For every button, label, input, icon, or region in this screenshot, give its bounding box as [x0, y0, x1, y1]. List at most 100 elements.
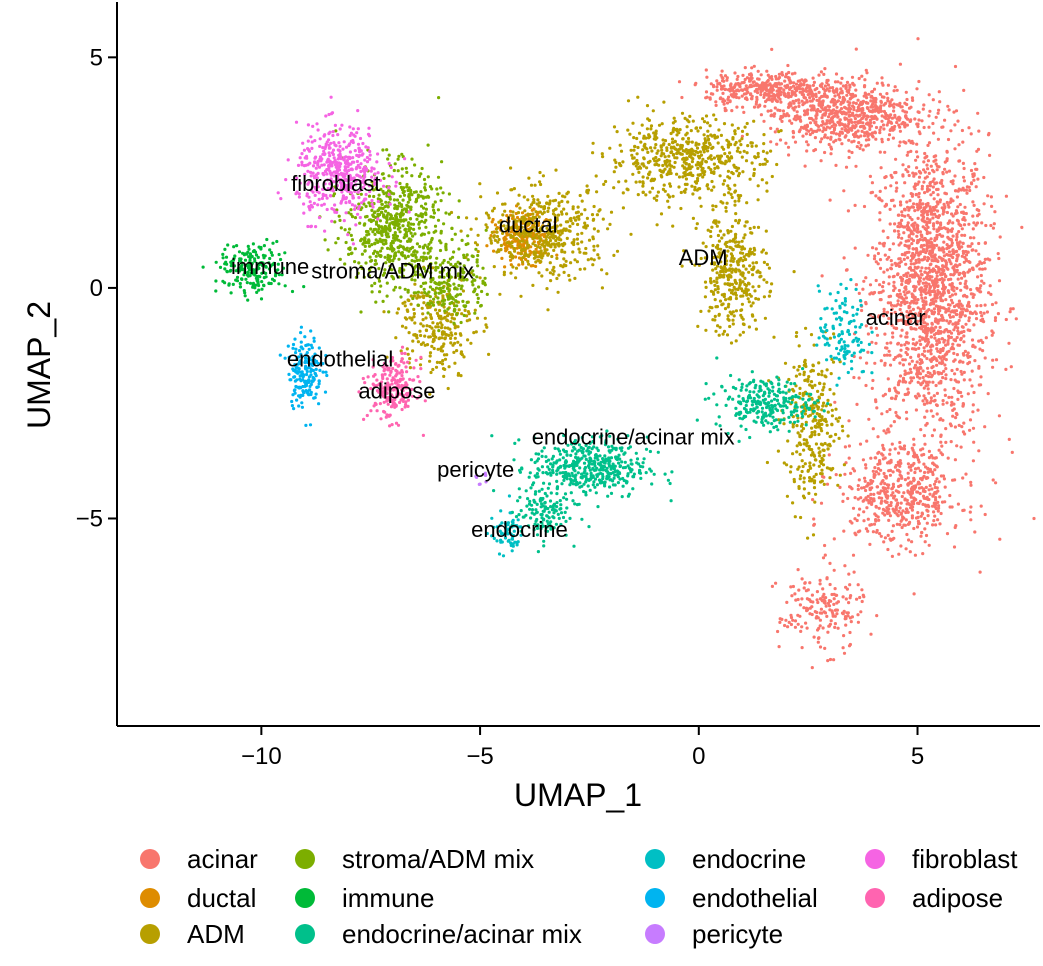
point: [896, 463, 901, 467]
point: [956, 343, 960, 347]
point: [733, 132, 737, 136]
point: [925, 221, 929, 225]
point: [977, 339, 981, 343]
point: [492, 249, 496, 253]
point: [912, 437, 916, 441]
point: [861, 121, 865, 125]
point: [954, 189, 958, 193]
point: [847, 644, 852, 648]
point: [953, 147, 957, 151]
point: [499, 248, 503, 252]
point: [950, 229, 954, 233]
point: [888, 247, 892, 252]
point: [944, 373, 948, 377]
point: [941, 184, 945, 188]
point: [884, 487, 888, 491]
point: [770, 47, 774, 52]
point: [671, 224, 675, 228]
point: [896, 229, 900, 233]
point: [671, 121, 676, 125]
point: [949, 277, 953, 281]
point: [805, 98, 809, 103]
point: [753, 248, 757, 252]
point: [948, 237, 952, 241]
point: [561, 194, 565, 198]
point: [939, 511, 943, 516]
point: [567, 273, 571, 278]
point: [867, 417, 871, 421]
point: [898, 361, 902, 365]
point: [884, 431, 888, 435]
point: [943, 388, 947, 392]
point: [760, 178, 764, 182]
point: [929, 375, 934, 379]
point: [820, 274, 824, 278]
point: [829, 131, 834, 135]
point: [909, 149, 913, 153]
point: [778, 620, 782, 625]
point: [848, 583, 852, 587]
point: [782, 88, 786, 92]
point: [791, 135, 795, 139]
point: [552, 248, 556, 252]
point: [974, 167, 978, 171]
point: [924, 327, 929, 332]
point: [956, 277, 960, 281]
point: [910, 485, 915, 489]
point: [961, 140, 965, 144]
point: [667, 142, 671, 147]
point: [578, 250, 582, 254]
point: [688, 172, 692, 176]
point: [619, 164, 623, 168]
point: [657, 123, 662, 127]
point: [885, 268, 890, 272]
point: [898, 103, 902, 107]
point: [526, 259, 530, 263]
point: [896, 341, 901, 345]
point: [903, 369, 907, 373]
point: [815, 598, 819, 602]
point: [904, 380, 908, 384]
point: [968, 269, 972, 273]
point: [810, 99, 814, 103]
point: [860, 102, 864, 106]
point: [931, 414, 935, 418]
point: [686, 136, 691, 141]
point: [847, 103, 851, 107]
point: [964, 249, 968, 254]
point: [844, 124, 848, 128]
point: [924, 291, 928, 296]
point: [874, 194, 878, 198]
point: [769, 126, 773, 130]
point: [826, 78, 830, 82]
point: [702, 148, 706, 152]
point: [942, 369, 946, 373]
point: [881, 443, 885, 447]
point: [826, 115, 831, 119]
point: [971, 410, 975, 414]
point: [587, 238, 592, 242]
point: [982, 261, 986, 265]
point: [704, 160, 709, 164]
point: [925, 356, 929, 361]
point: [900, 476, 904, 480]
point: [698, 196, 702, 200]
point: [911, 239, 916, 243]
point: [945, 170, 949, 174]
point: [621, 160, 625, 164]
point: [586, 258, 590, 262]
point: [841, 499, 845, 503]
point: [842, 529, 846, 533]
point: [717, 333, 721, 337]
point: [738, 278, 742, 282]
point: [805, 89, 809, 93]
point: [833, 587, 837, 591]
point: [796, 116, 800, 120]
point: [739, 143, 743, 147]
point: [951, 221, 955, 225]
point: [731, 136, 735, 140]
point: [902, 140, 906, 144]
point: [538, 246, 542, 250]
point: [960, 394, 964, 398]
point: [993, 210, 997, 214]
